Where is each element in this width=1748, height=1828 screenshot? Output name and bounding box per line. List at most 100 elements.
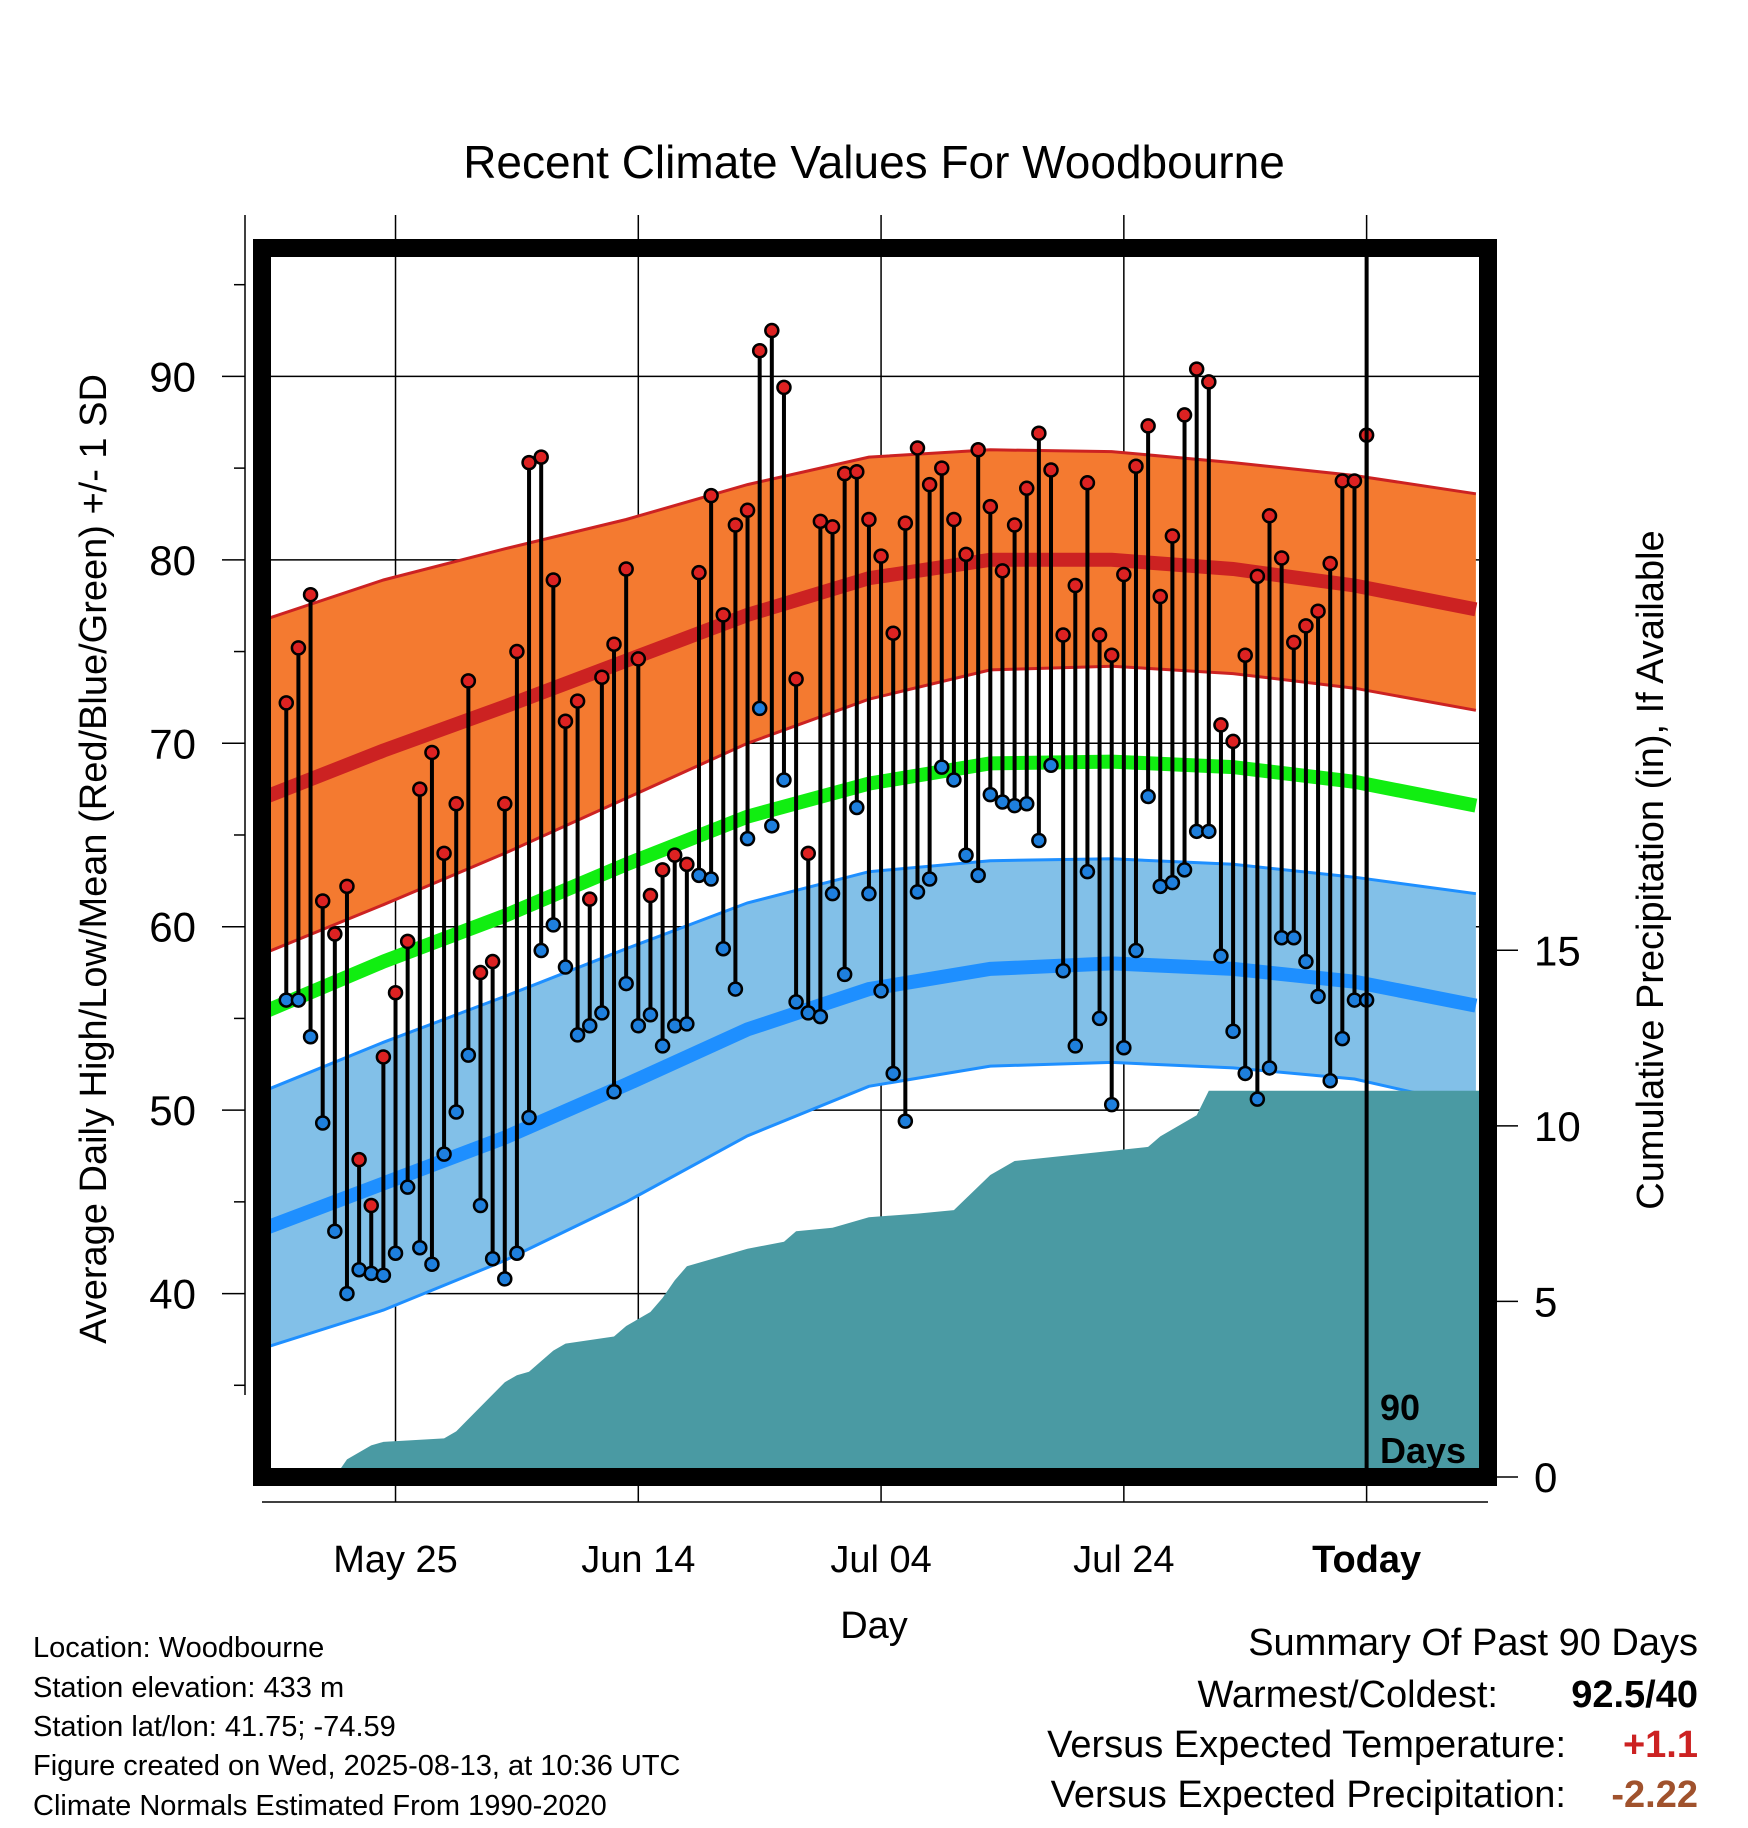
high-point	[982, 498, 999, 515]
high-point	[1031, 425, 1047, 442]
high-point	[448, 796, 464, 812]
summary-heading: Summary Of Past 90 Days	[1248, 1622, 1698, 1664]
low-point	[1043, 757, 1059, 774]
precip-area	[334, 1090, 1488, 1477]
high-point	[1249, 568, 1266, 585]
plot-frame	[253, 239, 1497, 1486]
x-axis-label: Day	[840, 1605, 908, 1647]
high-point	[788, 671, 804, 687]
low-point	[363, 1265, 379, 1282]
high-point	[836, 465, 853, 482]
low-point	[1031, 832, 1047, 849]
high-point	[1103, 647, 1120, 663]
high-point	[654, 862, 671, 878]
low-point	[751, 700, 768, 717]
low-point	[1128, 942, 1144, 959]
low-point	[836, 966, 853, 983]
low-point	[412, 1239, 428, 1256]
precipitation-area	[334, 1090, 1488, 1477]
low-point	[1140, 788, 1156, 805]
low-point	[873, 983, 889, 999]
high-point	[594, 669, 610, 685]
high-point	[958, 546, 974, 563]
low-point	[1249, 1091, 1266, 1107]
low-point	[1055, 962, 1071, 979]
low-point	[1006, 797, 1023, 814]
high-point	[424, 744, 440, 761]
high-point	[399, 933, 416, 950]
low-point	[1164, 874, 1181, 891]
y-tick-label-left: 80	[149, 537, 196, 584]
high-point	[679, 856, 695, 873]
low-point	[654, 1038, 671, 1054]
low-point	[497, 1271, 513, 1287]
high-point	[921, 476, 938, 493]
high-point	[1128, 458, 1144, 475]
high-point	[666, 847, 683, 863]
high-point	[1286, 634, 1302, 651]
high-point	[800, 845, 816, 862]
low-point	[302, 1029, 319, 1045]
x-tick-label: Jul 04	[830, 1539, 931, 1581]
x-tick-label: May 25	[333, 1539, 458, 1581]
low-point	[545, 917, 562, 933]
high-point	[1237, 647, 1253, 663]
low-point	[521, 1109, 537, 1126]
low-point	[909, 884, 926, 900]
high-point	[436, 845, 452, 862]
low-point	[1322, 1073, 1338, 1089]
high-point	[873, 548, 889, 564]
low-point	[1310, 988, 1326, 1005]
low-point	[594, 1005, 610, 1021]
high-normal-band-upper-edge	[262, 448, 1477, 622]
high-point	[812, 513, 829, 530]
high-point	[339, 878, 355, 895]
low-point	[739, 830, 756, 847]
low-point	[958, 847, 974, 863]
high-point	[375, 1049, 392, 1065]
y-tick-label-right: 10	[1534, 1103, 1581, 1150]
high-point	[545, 572, 562, 588]
low-point	[339, 1285, 355, 1302]
high-point	[557, 713, 574, 730]
summary-temp-label: Versus Expected Temperature:	[1047, 1724, 1566, 1766]
high-point	[1225, 733, 1241, 750]
low-point	[776, 772, 792, 788]
low-point	[1018, 796, 1035, 812]
low-point	[1225, 1023, 1241, 1040]
high-point	[946, 511, 962, 528]
high-point	[606, 636, 622, 652]
low-point	[1261, 1060, 1278, 1076]
low-point	[387, 1245, 404, 1261]
low-point	[812, 1008, 829, 1025]
low-point	[1298, 953, 1314, 970]
y-tick-label-left: 90	[149, 353, 196, 400]
chart-title: Recent Climate Values For Woodbourne	[463, 136, 1285, 188]
low-point	[399, 1179, 416, 1195]
low-point	[1237, 1065, 1253, 1082]
high-point	[691, 564, 707, 581]
low-point	[533, 942, 549, 959]
high-point	[278, 695, 295, 711]
low-point	[581, 1018, 598, 1034]
high-point	[994, 563, 1011, 579]
high-point	[630, 651, 647, 667]
y-tick-label-right: 0	[1534, 1454, 1557, 1501]
high-point	[509, 643, 525, 660]
high-point	[302, 586, 319, 603]
info-latlon: Station lat/lon: 41.75; -74.59	[33, 1711, 396, 1743]
info-elevation: Station elevation: 433 m	[33, 1672, 345, 1704]
low-point	[764, 818, 780, 834]
high-point	[1261, 508, 1278, 524]
low-point	[606, 1084, 622, 1100]
high-point	[1152, 588, 1169, 605]
y-tick-label-right: 15	[1534, 927, 1581, 974]
low-point	[460, 1047, 477, 1063]
high-point	[472, 964, 489, 981]
daily-dots	[278, 322, 1375, 1302]
low-point	[642, 1006, 659, 1023]
low-point	[897, 1113, 914, 1129]
low-point	[618, 975, 634, 992]
low-point	[946, 772, 962, 788]
